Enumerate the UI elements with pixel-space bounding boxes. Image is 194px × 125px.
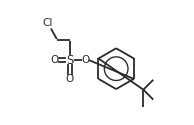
Text: S: S xyxy=(66,54,74,66)
Text: O: O xyxy=(66,74,74,84)
Text: O: O xyxy=(50,55,58,65)
Text: O: O xyxy=(81,55,89,65)
Text: Cl: Cl xyxy=(42,18,53,28)
